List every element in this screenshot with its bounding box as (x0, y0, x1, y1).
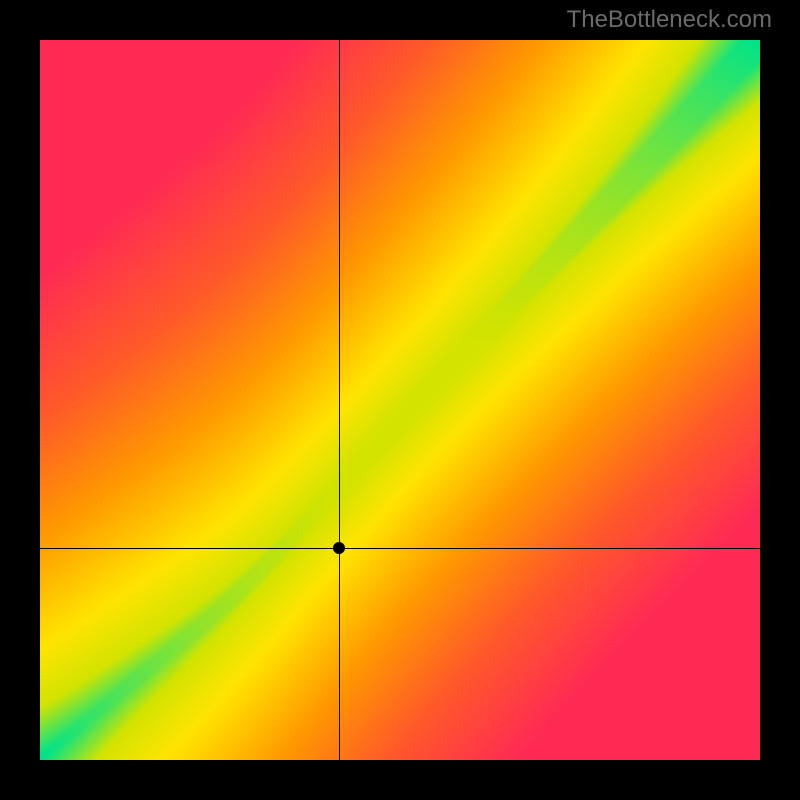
watermark-text: TheBottleneck.com (567, 6, 772, 34)
crosshair-marker (333, 542, 345, 554)
crosshair-horizontal (40, 548, 760, 549)
heatmap-canvas (40, 40, 760, 760)
crosshair-vertical (339, 40, 340, 760)
plot-area (40, 40, 760, 760)
chart-container: TheBottleneck.com (0, 0, 800, 800)
